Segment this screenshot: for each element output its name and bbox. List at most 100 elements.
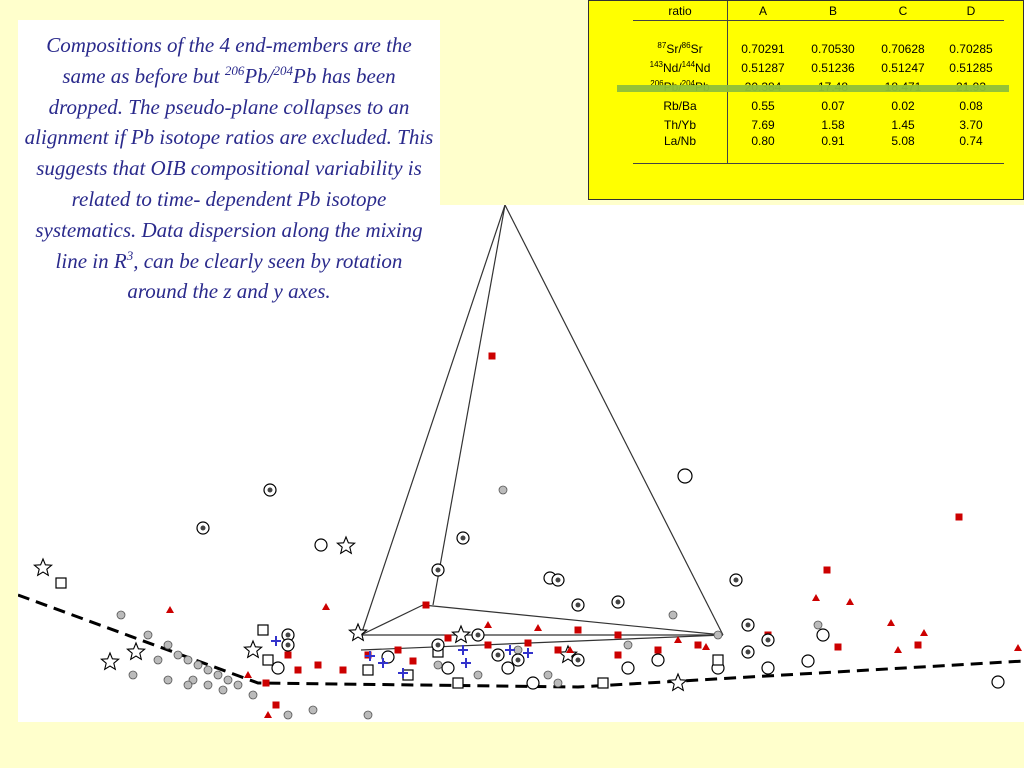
red-square-marker	[294, 666, 302, 674]
value-cell: 0.51285	[949, 60, 993, 75]
open-square-marker	[712, 654, 724, 666]
value-cell: 0.07	[821, 98, 845, 113]
table-row: La/Nb 0.80 0.91 5.08 0.74	[633, 134, 1004, 164]
blue-plus-marker	[271, 636, 281, 646]
star-marker	[667, 672, 689, 692]
value-cell: 7.69	[751, 117, 775, 132]
table-row: 87Sr/86Sr 0.70291 0.70530 0.70628 0.70285	[633, 39, 1004, 58]
red-triangle-marker	[846, 598, 854, 605]
star-marker	[347, 622, 369, 642]
gray-dot-marker	[543, 670, 553, 680]
value-cell: 0.51236	[811, 60, 855, 75]
bullseye-marker	[285, 642, 291, 648]
gray-dot-marker	[218, 685, 228, 695]
table-row: Rb/Ba 0.55 0.07 0.02 0.08	[633, 96, 1004, 115]
blue-plus-marker	[523, 648, 533, 658]
tetrahedron-edge	[432, 205, 506, 606]
header-d: D	[938, 1, 1004, 21]
red-triangle-marker	[894, 646, 902, 653]
red-triangle-marker	[264, 711, 272, 718]
open-circle-marker	[816, 628, 830, 642]
table-header-row: ratio A B C D	[633, 1, 1004, 21]
mixing-line	[18, 593, 1024, 689]
caption-text: Compositions of the 4 end-members are th…	[24, 33, 434, 304]
table-row: 143Nd/144Nd 0.51287 0.51236 0.51247 0.51285	[633, 58, 1004, 77]
endmember-table: ratio A B C D 87Sr/86Sr 0.70291 0.70530 0.7…	[633, 1, 1004, 164]
open-circle-marker	[621, 661, 635, 675]
red-square-marker	[614, 631, 622, 639]
red-square-marker	[914, 641, 922, 649]
value-cell: 0.74	[938, 134, 1004, 164]
star-marker	[99, 651, 121, 671]
gray-dot-marker	[213, 670, 223, 680]
open-circle-marker	[651, 653, 665, 667]
open-circle-marker	[271, 661, 285, 675]
bullseye-marker	[575, 602, 581, 608]
tetrahedron-edge	[360, 634, 724, 651]
red-triangle-marker	[534, 624, 542, 631]
red-triangle-marker	[674, 636, 682, 643]
value-cell: 3.70	[959, 117, 983, 132]
gray-dot-marker	[183, 655, 193, 665]
gray-dot-marker	[153, 655, 163, 665]
gray-dot-marker	[513, 645, 523, 655]
bullseye-marker	[745, 622, 751, 628]
value-cell: 0.08	[959, 98, 983, 113]
value-cell: 0.51287	[741, 60, 785, 75]
red-square-marker	[284, 651, 292, 659]
red-triangle-marker	[1014, 644, 1022, 651]
gray-dot-marker	[473, 670, 483, 680]
caption-box: Compositions of the 4 end-members are th…	[18, 20, 440, 340]
bullseye-marker	[285, 632, 291, 638]
value-cell: 0.51247	[881, 60, 925, 75]
red-triangle-marker	[887, 619, 895, 626]
bullseye-marker	[733, 577, 739, 583]
star-marker	[242, 639, 264, 659]
gray-dot-marker	[203, 680, 213, 690]
open-square-marker	[55, 577, 67, 589]
red-square-marker	[394, 646, 402, 654]
gray-dot-marker	[248, 690, 258, 700]
gray-dot-marker	[553, 678, 563, 688]
scatter-plot	[18, 205, 1024, 720]
bullseye-marker	[555, 577, 561, 583]
red-square-marker	[694, 641, 702, 649]
bullseye-marker	[267, 487, 273, 493]
bullseye-marker	[200, 525, 206, 531]
gray-dot-marker	[116, 610, 126, 620]
red-triangle-marker	[812, 594, 820, 601]
gray-dot-marker	[233, 680, 243, 690]
header-b: B	[798, 1, 868, 21]
star-marker	[335, 535, 357, 555]
open-square-marker	[597, 677, 609, 689]
table-row: Th/Yb 7.69 1.58 1.45 3.70	[633, 115, 1004, 134]
red-triangle-marker	[322, 603, 330, 610]
red-square-marker	[834, 643, 842, 651]
red-square-marker	[654, 646, 662, 654]
red-square-marker	[614, 651, 622, 659]
table-spacer-row	[633, 20, 1004, 39]
open-square-marker	[402, 669, 414, 681]
red-square-marker	[823, 566, 831, 574]
value-cell: 0.55	[751, 98, 775, 113]
red-square-marker	[484, 641, 492, 649]
ratio-label: 87Sr/86Sr	[633, 39, 728, 58]
blue-plus-marker	[458, 645, 468, 655]
bullseye-marker	[475, 632, 481, 638]
red-square-marker	[444, 634, 452, 642]
open-circle-marker	[801, 654, 815, 668]
bullseye-marker	[615, 599, 621, 605]
gray-dot-marker	[128, 670, 138, 680]
gray-dot-marker	[193, 660, 203, 670]
red-square-marker	[262, 679, 270, 687]
gray-dot-marker	[668, 610, 678, 620]
bullseye-marker	[460, 535, 466, 541]
gray-dot-marker	[433, 660, 443, 670]
value-cell: 0.80	[727, 134, 798, 164]
red-square-marker	[339, 666, 347, 674]
header-a: A	[727, 1, 798, 21]
gray-dot-marker	[173, 650, 183, 660]
red-triangle-marker	[920, 629, 928, 636]
blue-plus-marker	[398, 668, 408, 678]
open-circle-marker	[501, 661, 515, 675]
